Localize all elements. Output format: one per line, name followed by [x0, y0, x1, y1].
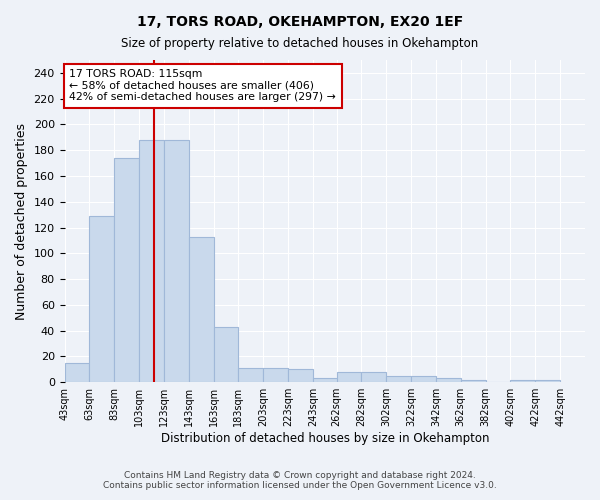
Bar: [535, 380, 560, 382]
Bar: [263, 368, 288, 382]
Text: 17 TORS ROAD: 115sqm
← 58% of detached houses are smaller (406)
42% of semi-deta: 17 TORS ROAD: 115sqm ← 58% of detached h…: [70, 69, 336, 102]
Bar: [436, 378, 461, 382]
X-axis label: Distribution of detached houses by size in Okehampton: Distribution of detached houses by size …: [161, 432, 489, 445]
Text: Size of property relative to detached houses in Okehampton: Size of property relative to detached ho…: [121, 38, 479, 51]
Bar: [89, 216, 114, 382]
Bar: [511, 380, 535, 382]
Bar: [238, 368, 263, 382]
Bar: [313, 378, 338, 382]
Bar: [114, 158, 139, 382]
Bar: [65, 363, 89, 382]
Bar: [361, 372, 386, 382]
Bar: [411, 376, 436, 382]
Y-axis label: Number of detached properties: Number of detached properties: [15, 122, 28, 320]
Bar: [461, 380, 485, 382]
Bar: [189, 236, 214, 382]
Bar: [139, 140, 164, 382]
Bar: [214, 327, 238, 382]
Text: 17, TORS ROAD, OKEHAMPTON, EX20 1EF: 17, TORS ROAD, OKEHAMPTON, EX20 1EF: [137, 15, 463, 29]
Bar: [386, 376, 411, 382]
Text: Contains HM Land Registry data © Crown copyright and database right 2024.
Contai: Contains HM Land Registry data © Crown c…: [103, 470, 497, 490]
Bar: [164, 140, 189, 382]
Bar: [337, 372, 361, 382]
Bar: [288, 370, 313, 382]
